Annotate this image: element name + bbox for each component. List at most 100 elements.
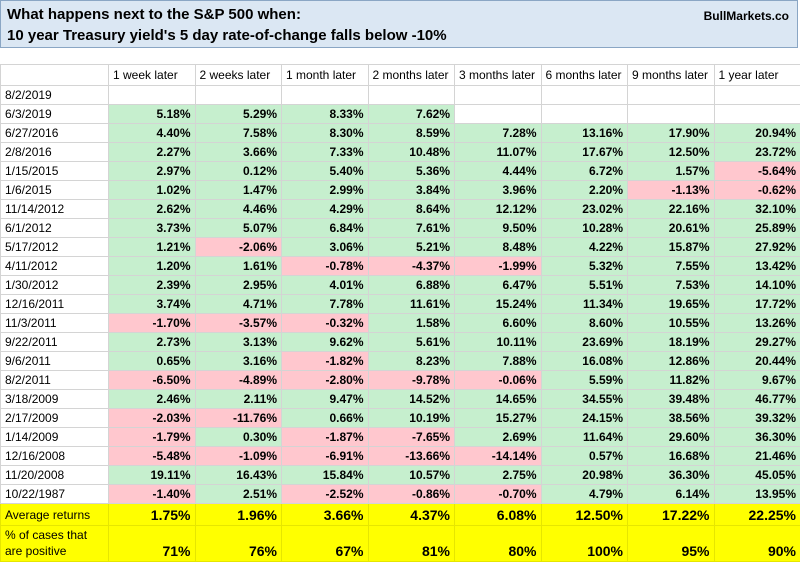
return-cell[interactable]: -0.62% — [714, 181, 800, 200]
date-cell[interactable]: 11/20/2008 — [1, 466, 109, 485]
return-cell[interactable]: 2.97% — [109, 162, 196, 181]
return-cell[interactable]: 11.64% — [541, 428, 628, 447]
return-cell[interactable]: -0.70% — [455, 485, 542, 504]
average-cell[interactable]: 4.37% — [368, 504, 455, 526]
return-cell[interactable]: 2.46% — [109, 390, 196, 409]
return-cell[interactable]: 2.27% — [109, 143, 196, 162]
return-cell[interactable]: -5.64% — [714, 162, 800, 181]
return-cell[interactable]: 39.48% — [628, 390, 715, 409]
return-cell[interactable] — [455, 86, 542, 105]
average-cell[interactable]: 1.75% — [109, 504, 196, 526]
return-cell[interactable]: 14.52% — [368, 390, 455, 409]
return-cell[interactable]: 10.55% — [628, 314, 715, 333]
return-cell[interactable]: 7.88% — [455, 352, 542, 371]
return-cell[interactable]: 0.66% — [282, 409, 369, 428]
return-cell[interactable]: 11.82% — [628, 371, 715, 390]
return-cell[interactable]: 46.77% — [714, 390, 800, 409]
date-cell[interactable]: 6/1/2012 — [1, 219, 109, 238]
return-cell[interactable]: 23.72% — [714, 143, 800, 162]
return-cell[interactable]: -1.87% — [282, 428, 369, 447]
return-cell[interactable]: -2.52% — [282, 485, 369, 504]
return-cell[interactable]: 10.48% — [368, 143, 455, 162]
return-cell[interactable]: 19.65% — [628, 295, 715, 314]
date-cell[interactable]: 6/3/2019 — [1, 105, 109, 124]
return-cell[interactable]: 14.65% — [455, 390, 542, 409]
return-cell[interactable]: 15.84% — [282, 466, 369, 485]
return-cell[interactable] — [628, 105, 715, 124]
return-cell[interactable]: -0.06% — [455, 371, 542, 390]
average-cell[interactable]: 1.96% — [195, 504, 282, 526]
return-cell[interactable]: 13.26% — [714, 314, 800, 333]
return-cell[interactable]: -11.76% — [195, 409, 282, 428]
column-header[interactable]: 2 months later — [368, 65, 455, 86]
return-cell[interactable]: 5.21% — [368, 238, 455, 257]
return-cell[interactable]: 17.72% — [714, 295, 800, 314]
return-cell[interactable]: 21.46% — [714, 447, 800, 466]
return-cell[interactable]: 15.87% — [628, 238, 715, 257]
return-cell[interactable]: 8.33% — [282, 105, 369, 124]
return-cell[interactable]: 16.68% — [628, 447, 715, 466]
return-cell[interactable]: 12.12% — [455, 200, 542, 219]
return-cell[interactable]: 20.61% — [628, 219, 715, 238]
return-cell[interactable]: 13.16% — [541, 124, 628, 143]
return-cell[interactable]: 45.05% — [714, 466, 800, 485]
return-cell[interactable]: 9.47% — [282, 390, 369, 409]
return-cell[interactable]: 7.33% — [282, 143, 369, 162]
return-cell[interactable]: 3.74% — [109, 295, 196, 314]
positive-cell[interactable]: 80% — [455, 526, 542, 562]
return-cell[interactable]: 39.32% — [714, 409, 800, 428]
return-cell[interactable] — [541, 105, 628, 124]
return-cell[interactable]: 19.11% — [109, 466, 196, 485]
return-cell[interactable]: 6.84% — [282, 219, 369, 238]
column-header[interactable]: 1 week later — [109, 65, 196, 86]
return-cell[interactable]: 5.18% — [109, 105, 196, 124]
return-cell[interactable]: 14.10% — [714, 276, 800, 295]
date-cell[interactable]: 3/18/2009 — [1, 390, 109, 409]
return-cell[interactable]: 5.36% — [368, 162, 455, 181]
return-cell[interactable]: 1.47% — [195, 181, 282, 200]
return-cell[interactable]: 11.07% — [455, 143, 542, 162]
return-cell[interactable]: 7.58% — [195, 124, 282, 143]
date-cell[interactable]: 8/2/2011 — [1, 371, 109, 390]
return-cell[interactable]: 4.01% — [282, 276, 369, 295]
return-cell[interactable]: 10.57% — [368, 466, 455, 485]
return-cell[interactable]: -2.06% — [195, 238, 282, 257]
date-cell[interactable]: 8/2/2019 — [1, 86, 109, 105]
column-header[interactable]: 1 month later — [282, 65, 369, 86]
return-cell[interactable]: 4.29% — [282, 200, 369, 219]
return-cell[interactable]: 38.56% — [628, 409, 715, 428]
return-cell[interactable]: 3.84% — [368, 181, 455, 200]
average-cell[interactable]: 6.08% — [455, 504, 542, 526]
return-cell[interactable] — [195, 86, 282, 105]
return-cell[interactable]: 4.44% — [455, 162, 542, 181]
return-cell[interactable]: -7.65% — [368, 428, 455, 447]
return-cell[interactable]: 4.46% — [195, 200, 282, 219]
return-cell[interactable]: -1.13% — [628, 181, 715, 200]
return-cell[interactable]: 7.78% — [282, 295, 369, 314]
return-cell[interactable] — [109, 86, 196, 105]
positive-cell[interactable]: 71% — [109, 526, 196, 562]
return-cell[interactable]: 5.32% — [541, 257, 628, 276]
return-cell[interactable]: 2.95% — [195, 276, 282, 295]
return-cell[interactable]: 7.55% — [628, 257, 715, 276]
return-cell[interactable]: 25.89% — [714, 219, 800, 238]
return-cell[interactable]: 3.06% — [282, 238, 369, 257]
return-cell[interactable]: 1.58% — [368, 314, 455, 333]
return-cell[interactable]: 6.88% — [368, 276, 455, 295]
return-cell[interactable]: 5.07% — [195, 219, 282, 238]
return-cell[interactable] — [455, 105, 542, 124]
return-cell[interactable] — [368, 86, 455, 105]
return-cell[interactable]: 3.13% — [195, 333, 282, 352]
return-cell[interactable]: 7.62% — [368, 105, 455, 124]
date-cell[interactable]: 1/14/2009 — [1, 428, 109, 447]
return-cell[interactable]: 24.15% — [541, 409, 628, 428]
return-cell[interactable]: 8.48% — [455, 238, 542, 257]
return-cell[interactable]: 3.66% — [195, 143, 282, 162]
return-cell[interactable]: 7.61% — [368, 219, 455, 238]
date-cell[interactable]: 2/17/2009 — [1, 409, 109, 428]
return-cell[interactable]: 27.92% — [714, 238, 800, 257]
return-cell[interactable]: 4.79% — [541, 485, 628, 504]
return-cell[interactable]: 8.60% — [541, 314, 628, 333]
return-cell[interactable]: 12.86% — [628, 352, 715, 371]
return-cell[interactable] — [282, 86, 369, 105]
